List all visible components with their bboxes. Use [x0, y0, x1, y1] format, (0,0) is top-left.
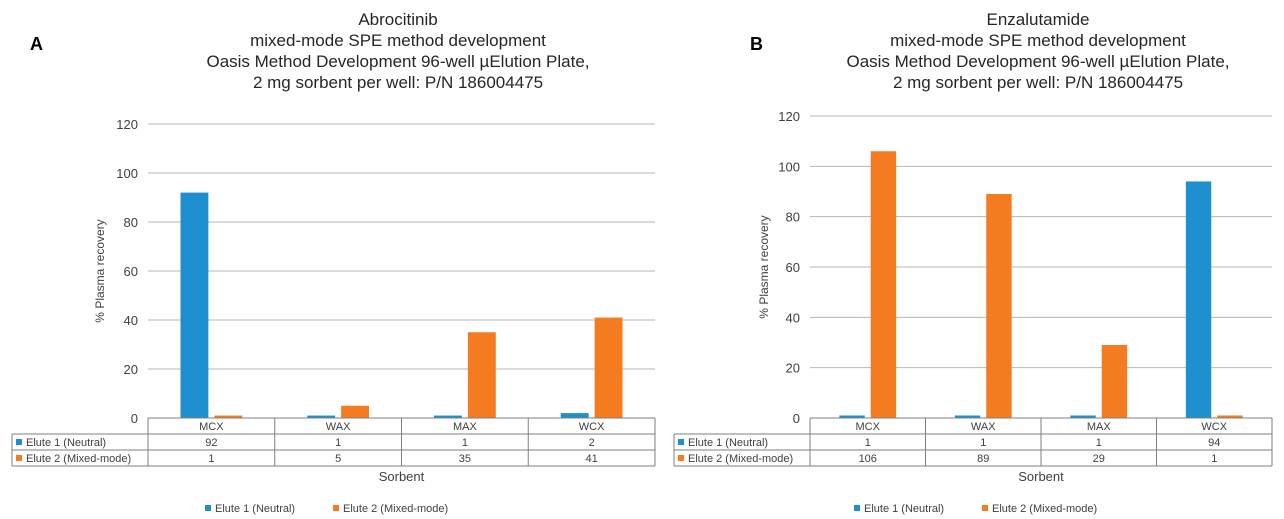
bar-elute2-mcx — [870, 151, 897, 418]
legend-swatch — [982, 505, 988, 511]
bar-elute1-wcx — [560, 413, 589, 418]
x-tick-label: WCX — [579, 421, 605, 433]
data-label: 89 — [977, 453, 989, 465]
y-tick-label: 80 — [124, 215, 138, 230]
data-label: 5 — [335, 453, 341, 465]
y-tick-label: 60 — [786, 260, 800, 275]
data-label: 35 — [459, 453, 471, 465]
table-legend-swatch — [16, 455, 22, 461]
table-legend-swatch — [678, 455, 684, 461]
y-tick-label: 40 — [124, 313, 138, 328]
legend-label: Elute 1 (Neutral) — [215, 503, 295, 515]
legend: Elute 1 (Neutral) Elute 2 (Mixed-mode) — [854, 503, 1097, 515]
x-axis-label: Sorbent — [379, 469, 425, 484]
data-label: 1 — [980, 437, 986, 449]
table-row-label: Elute 2 (Mixed-mode) — [26, 453, 131, 465]
data-label: 1 — [865, 437, 871, 449]
bar-elute1-max — [1070, 415, 1096, 418]
y-tick-label: 80 — [786, 210, 800, 225]
data-label: 1 — [1096, 437, 1102, 449]
chart-title-line: mixed-mode SPE method development — [890, 31, 1186, 50]
y-axis-label: % Plasma recovery — [93, 219, 107, 322]
y-tick-label: 0 — [793, 411, 800, 426]
bar-elute1-max — [433, 415, 462, 418]
data-label: 1 — [335, 437, 341, 449]
x-tick-label: MCX — [199, 421, 224, 433]
y-tick-label: 120 — [116, 117, 138, 132]
x-tick-label: MAX — [1087, 421, 1112, 433]
legend-swatch — [333, 505, 339, 511]
data-label: 1 — [1211, 453, 1217, 465]
panel-label: B — [750, 34, 763, 54]
data-label: 106 — [859, 453, 877, 465]
bar-elute2-wcx — [594, 317, 623, 418]
chart-title-line: Abrocitinib — [358, 10, 437, 29]
data-label: 41 — [586, 453, 598, 465]
bar-elute2-max — [1101, 345, 1128, 418]
x-tick-label: MCX — [856, 421, 881, 433]
x-tick-label: WAX — [971, 421, 996, 433]
chart-panel-a: A Abrocitinib mixed-mode SPE method develo… — [11, 10, 656, 515]
legend-swatch — [854, 505, 860, 511]
chart-title-line: mixed-mode SPE method development — [250, 31, 546, 50]
y-tick-label: 0 — [131, 411, 138, 426]
data-label: 1 — [462, 437, 468, 449]
data-label: 2 — [589, 437, 595, 449]
table-legend-swatch — [678, 439, 684, 445]
x-tick-label: MAX — [453, 421, 478, 433]
data-label: 29 — [1093, 453, 1105, 465]
bar-elute2-mcx — [214, 415, 243, 418]
bar-elute1-wcx — [1185, 181, 1212, 418]
y-tick-label: 40 — [786, 310, 800, 325]
y-tick-label: 100 — [116, 166, 138, 181]
data-label: 1 — [208, 453, 214, 465]
bar-elute1-wax — [307, 415, 336, 418]
bar-elute2-wcx — [1217, 415, 1243, 418]
y-tick-label: 20 — [786, 361, 800, 376]
y-axis-label: % Plasma recovery — [757, 215, 771, 318]
legend-label: Elute 2 (Mixed-mode) — [992, 503, 1097, 515]
bar-elute1-mcx — [180, 192, 209, 418]
legend-swatch — [205, 505, 211, 511]
data-label: 92 — [205, 437, 217, 449]
legend: Elute 1 (Neutral) Elute 2 (Mixed-mode) — [205, 503, 448, 515]
table-legend-swatch — [16, 439, 22, 445]
chart-panel-b: B Enzalutamide mixed-mode SPE method devel… — [673, 10, 1273, 515]
chart-title-line: Oasis Method Development 96-well µElutio… — [846, 52, 1229, 71]
legend-label: Elute 2 (Mixed-mode) — [343, 503, 448, 515]
chart-title-line: Enzalutamide — [986, 10, 1089, 29]
table-row-label: Elute 1 (Neutral) — [688, 437, 768, 449]
y-tick-label: 60 — [124, 264, 138, 279]
chart-title-line: 2 mg sorbent per well: P/N 186004475 — [253, 73, 543, 92]
table-row-label: Elute 2 (Mixed-mode) — [688, 453, 793, 465]
y-tick-label: 20 — [124, 362, 138, 377]
bar-elute1-mcx — [839, 415, 865, 418]
chart-title-line: Oasis Method Development 96-well µElutio… — [206, 52, 589, 71]
chart-title-line: 2 mg sorbent per well: P/N 186004475 — [893, 73, 1183, 92]
y-tick-label: 100 — [778, 159, 800, 174]
bar-elute2-wax — [986, 194, 1012, 418]
x-tick-label: WCX — [1201, 421, 1227, 433]
bar-elute1-wax — [954, 415, 981, 418]
table-row-label: Elute 1 (Neutral) — [26, 437, 106, 449]
y-tick-label: 120 — [778, 109, 800, 124]
x-axis-label: Sorbent — [1018, 469, 1064, 484]
panel-label: A — [30, 34, 43, 54]
legend-label: Elute 1 (Neutral) — [864, 503, 944, 515]
bar-elute2-wax — [341, 405, 370, 418]
bar-elute2-max — [467, 332, 496, 418]
data-label: 94 — [1208, 437, 1220, 449]
x-tick-label: WAX — [326, 421, 351, 433]
